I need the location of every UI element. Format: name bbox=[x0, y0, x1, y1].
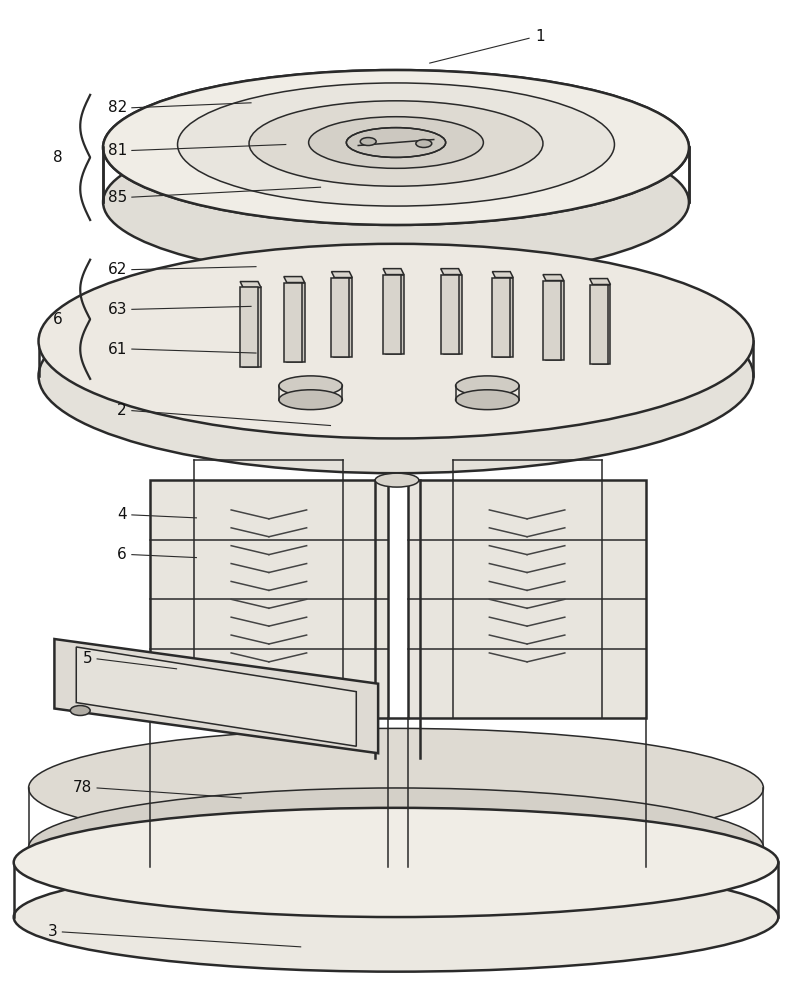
Polygon shape bbox=[383, 269, 404, 275]
Ellipse shape bbox=[39, 244, 753, 438]
Ellipse shape bbox=[29, 788, 764, 907]
Ellipse shape bbox=[308, 117, 484, 168]
Ellipse shape bbox=[103, 70, 689, 225]
Ellipse shape bbox=[375, 473, 419, 487]
Bar bbox=[331, 278, 350, 357]
Ellipse shape bbox=[416, 140, 431, 147]
Ellipse shape bbox=[103, 125, 689, 280]
Polygon shape bbox=[150, 480, 388, 718]
Bar bbox=[284, 283, 301, 362]
Text: 81: 81 bbox=[108, 143, 127, 158]
Bar bbox=[335, 278, 352, 357]
Ellipse shape bbox=[279, 376, 343, 396]
Bar bbox=[441, 275, 458, 354]
Polygon shape bbox=[76, 647, 356, 746]
Bar bbox=[243, 287, 261, 367]
Bar bbox=[443, 275, 462, 354]
Text: 85: 85 bbox=[108, 190, 127, 205]
Text: 61: 61 bbox=[108, 342, 127, 357]
Text: 5: 5 bbox=[82, 651, 92, 666]
Text: 3: 3 bbox=[48, 924, 57, 939]
Bar bbox=[240, 287, 258, 367]
Text: 6: 6 bbox=[52, 312, 63, 327]
Ellipse shape bbox=[456, 390, 519, 410]
Polygon shape bbox=[492, 272, 513, 278]
Polygon shape bbox=[55, 639, 378, 753]
Bar bbox=[496, 278, 513, 357]
Ellipse shape bbox=[39, 279, 753, 473]
Bar bbox=[383, 275, 401, 354]
Bar bbox=[543, 281, 561, 360]
Polygon shape bbox=[543, 275, 564, 281]
Ellipse shape bbox=[249, 101, 543, 186]
Ellipse shape bbox=[347, 128, 446, 157]
Ellipse shape bbox=[456, 376, 519, 396]
Text: 2: 2 bbox=[117, 403, 127, 418]
Bar bbox=[386, 275, 404, 354]
Polygon shape bbox=[590, 279, 611, 285]
Bar bbox=[492, 278, 510, 357]
Polygon shape bbox=[408, 480, 646, 718]
Ellipse shape bbox=[71, 706, 90, 715]
Text: 4: 4 bbox=[117, 507, 127, 522]
Polygon shape bbox=[331, 272, 352, 278]
Text: 82: 82 bbox=[108, 100, 127, 115]
Ellipse shape bbox=[279, 390, 343, 410]
Ellipse shape bbox=[13, 862, 778, 972]
Ellipse shape bbox=[13, 808, 778, 917]
Text: 78: 78 bbox=[73, 780, 92, 795]
Ellipse shape bbox=[360, 138, 376, 146]
Text: 62: 62 bbox=[108, 262, 127, 277]
Ellipse shape bbox=[103, 70, 689, 225]
Bar bbox=[592, 285, 611, 364]
Bar bbox=[590, 285, 607, 364]
Ellipse shape bbox=[178, 83, 615, 206]
Text: 63: 63 bbox=[107, 302, 127, 317]
Polygon shape bbox=[240, 282, 261, 287]
Bar bbox=[287, 283, 305, 362]
Polygon shape bbox=[284, 277, 305, 283]
Text: 6: 6 bbox=[117, 547, 127, 562]
Text: 8: 8 bbox=[52, 150, 63, 165]
Ellipse shape bbox=[29, 728, 764, 848]
Text: 1: 1 bbox=[535, 29, 545, 44]
Polygon shape bbox=[441, 269, 462, 275]
Bar bbox=[546, 281, 564, 360]
